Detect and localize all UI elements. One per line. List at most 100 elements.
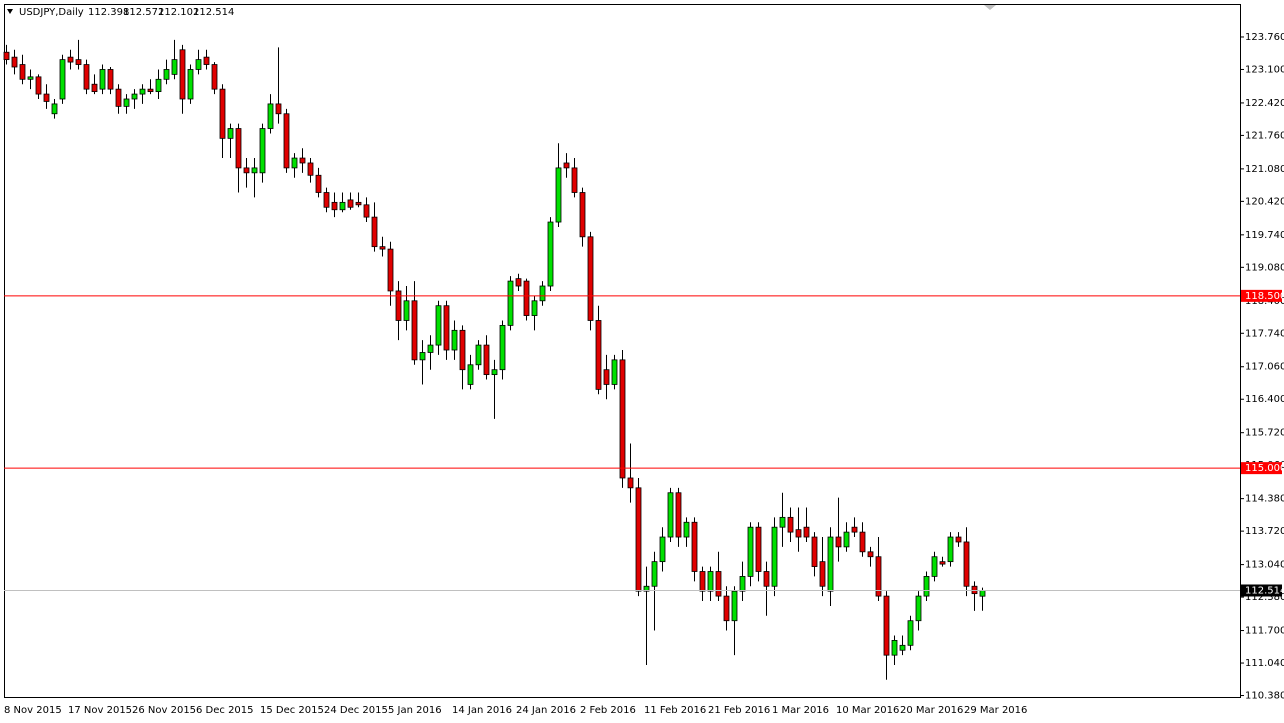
candle-body <box>483 344 490 376</box>
candle-body <box>19 64 26 80</box>
candle-body <box>275 103 282 115</box>
y-tick-label: 116.400 <box>1245 394 1284 405</box>
level-box <box>1241 289 1282 302</box>
candle-body <box>355 201 362 206</box>
candle-body <box>227 128 234 139</box>
candle-body <box>91 83 98 93</box>
candle-body <box>539 285 546 302</box>
candle-body <box>211 64 218 90</box>
candle-body <box>963 541 970 587</box>
y-tick-label: 123.100 <box>1245 64 1284 75</box>
candle-body <box>259 128 266 174</box>
candle-body <box>835 536 842 548</box>
candle-body <box>155 78 162 93</box>
candle-body <box>811 536 818 567</box>
candle-body <box>843 531 850 548</box>
candle-body <box>83 64 90 90</box>
candle-body <box>147 88 154 93</box>
candle-body <box>579 192 586 238</box>
candle-body <box>971 585 978 595</box>
y-tick-label: 110.380 <box>1245 691 1284 702</box>
candle-body <box>803 526 810 538</box>
candle-body <box>547 221 554 287</box>
candle-body <box>195 59 202 70</box>
candle-body <box>707 571 714 592</box>
candle-body <box>867 551 874 558</box>
y-tick-label: 115.720 <box>1245 428 1284 439</box>
candle-body <box>235 128 242 169</box>
candle-body <box>771 526 778 587</box>
candle-body <box>611 359 618 385</box>
symbol-label: USDJPY,Daily <box>19 7 84 18</box>
header-low: 112.102 <box>158 7 199 18</box>
x-tick-label: 21 Feb 2016 <box>708 705 770 716</box>
candle-body <box>267 103 274 129</box>
candle-body <box>403 300 410 321</box>
candle-body <box>643 585 650 592</box>
x-tick-label: 29 Mar 2016 <box>964 705 1027 716</box>
candle-body <box>411 300 418 361</box>
candle-body <box>899 644 906 651</box>
candle-body <box>955 536 962 543</box>
plot-frame <box>4 4 1241 698</box>
candle-body <box>683 521 690 538</box>
candle-body <box>667 492 674 538</box>
x-tick-label: 15 Dec 2015 <box>260 705 324 716</box>
x-tick-label: 5 Jan 2016 <box>388 705 442 716</box>
candle-body <box>59 59 66 100</box>
candle-body <box>635 487 642 592</box>
candle-body <box>27 76 34 80</box>
candle-body <box>571 167 578 193</box>
price-box <box>1241 584 1282 597</box>
candle-body <box>787 516 794 533</box>
header-high: 112.572 <box>123 7 164 18</box>
candle-body <box>619 359 626 479</box>
candle-body <box>947 536 954 563</box>
candle-body <box>243 167 250 174</box>
x-tick-label: 26 Nov 2015 <box>132 705 196 716</box>
y-tick-label: 111.040 <box>1245 658 1284 669</box>
y-tick-label: 114.380 <box>1245 494 1284 505</box>
y-tick-label: 113.720 <box>1245 526 1284 537</box>
candle-body <box>435 305 442 346</box>
candle-body <box>691 521 698 572</box>
candle-body <box>595 320 602 390</box>
y-tick-label: 117.060 <box>1245 362 1284 373</box>
candle-body <box>715 571 722 597</box>
candle-body <box>555 167 562 223</box>
candle-body <box>939 561 946 565</box>
header-close: 112.514 <box>193 7 234 18</box>
candle-body <box>67 56 74 63</box>
candle-body <box>819 561 826 587</box>
y-tick-label: 111.700 <box>1245 626 1284 637</box>
candle-body <box>203 56 210 65</box>
candle-body <box>123 98 130 107</box>
candle-body <box>43 93 50 102</box>
candle-body <box>35 76 42 95</box>
candle-body <box>251 167 258 174</box>
candle-body <box>139 88 146 95</box>
header-open: 112.398 <box>88 7 129 18</box>
x-tick-label: 2 Feb 2016 <box>580 705 636 716</box>
x-tick-label: 10 Mar 2016 <box>836 705 899 716</box>
candle-body <box>979 590 986 597</box>
candle-body <box>627 477 634 489</box>
candle-body <box>763 571 770 587</box>
menu-arrow <box>7 9 13 14</box>
candle-body <box>323 192 330 208</box>
candle-body <box>11 56 18 68</box>
candle-body <box>291 157 298 169</box>
candle-body <box>99 69 106 90</box>
candle-body <box>283 113 290 169</box>
candle-body <box>931 556 938 577</box>
candle-body <box>459 329 466 371</box>
candle-body <box>531 300 538 316</box>
candle-body <box>219 88 226 139</box>
y-tick-label: 113.040 <box>1245 560 1284 571</box>
candle-body <box>891 639 898 656</box>
candle-body <box>859 531 866 553</box>
candle-body <box>659 536 666 563</box>
x-tick-label: 24 Jan 2016 <box>516 705 576 716</box>
